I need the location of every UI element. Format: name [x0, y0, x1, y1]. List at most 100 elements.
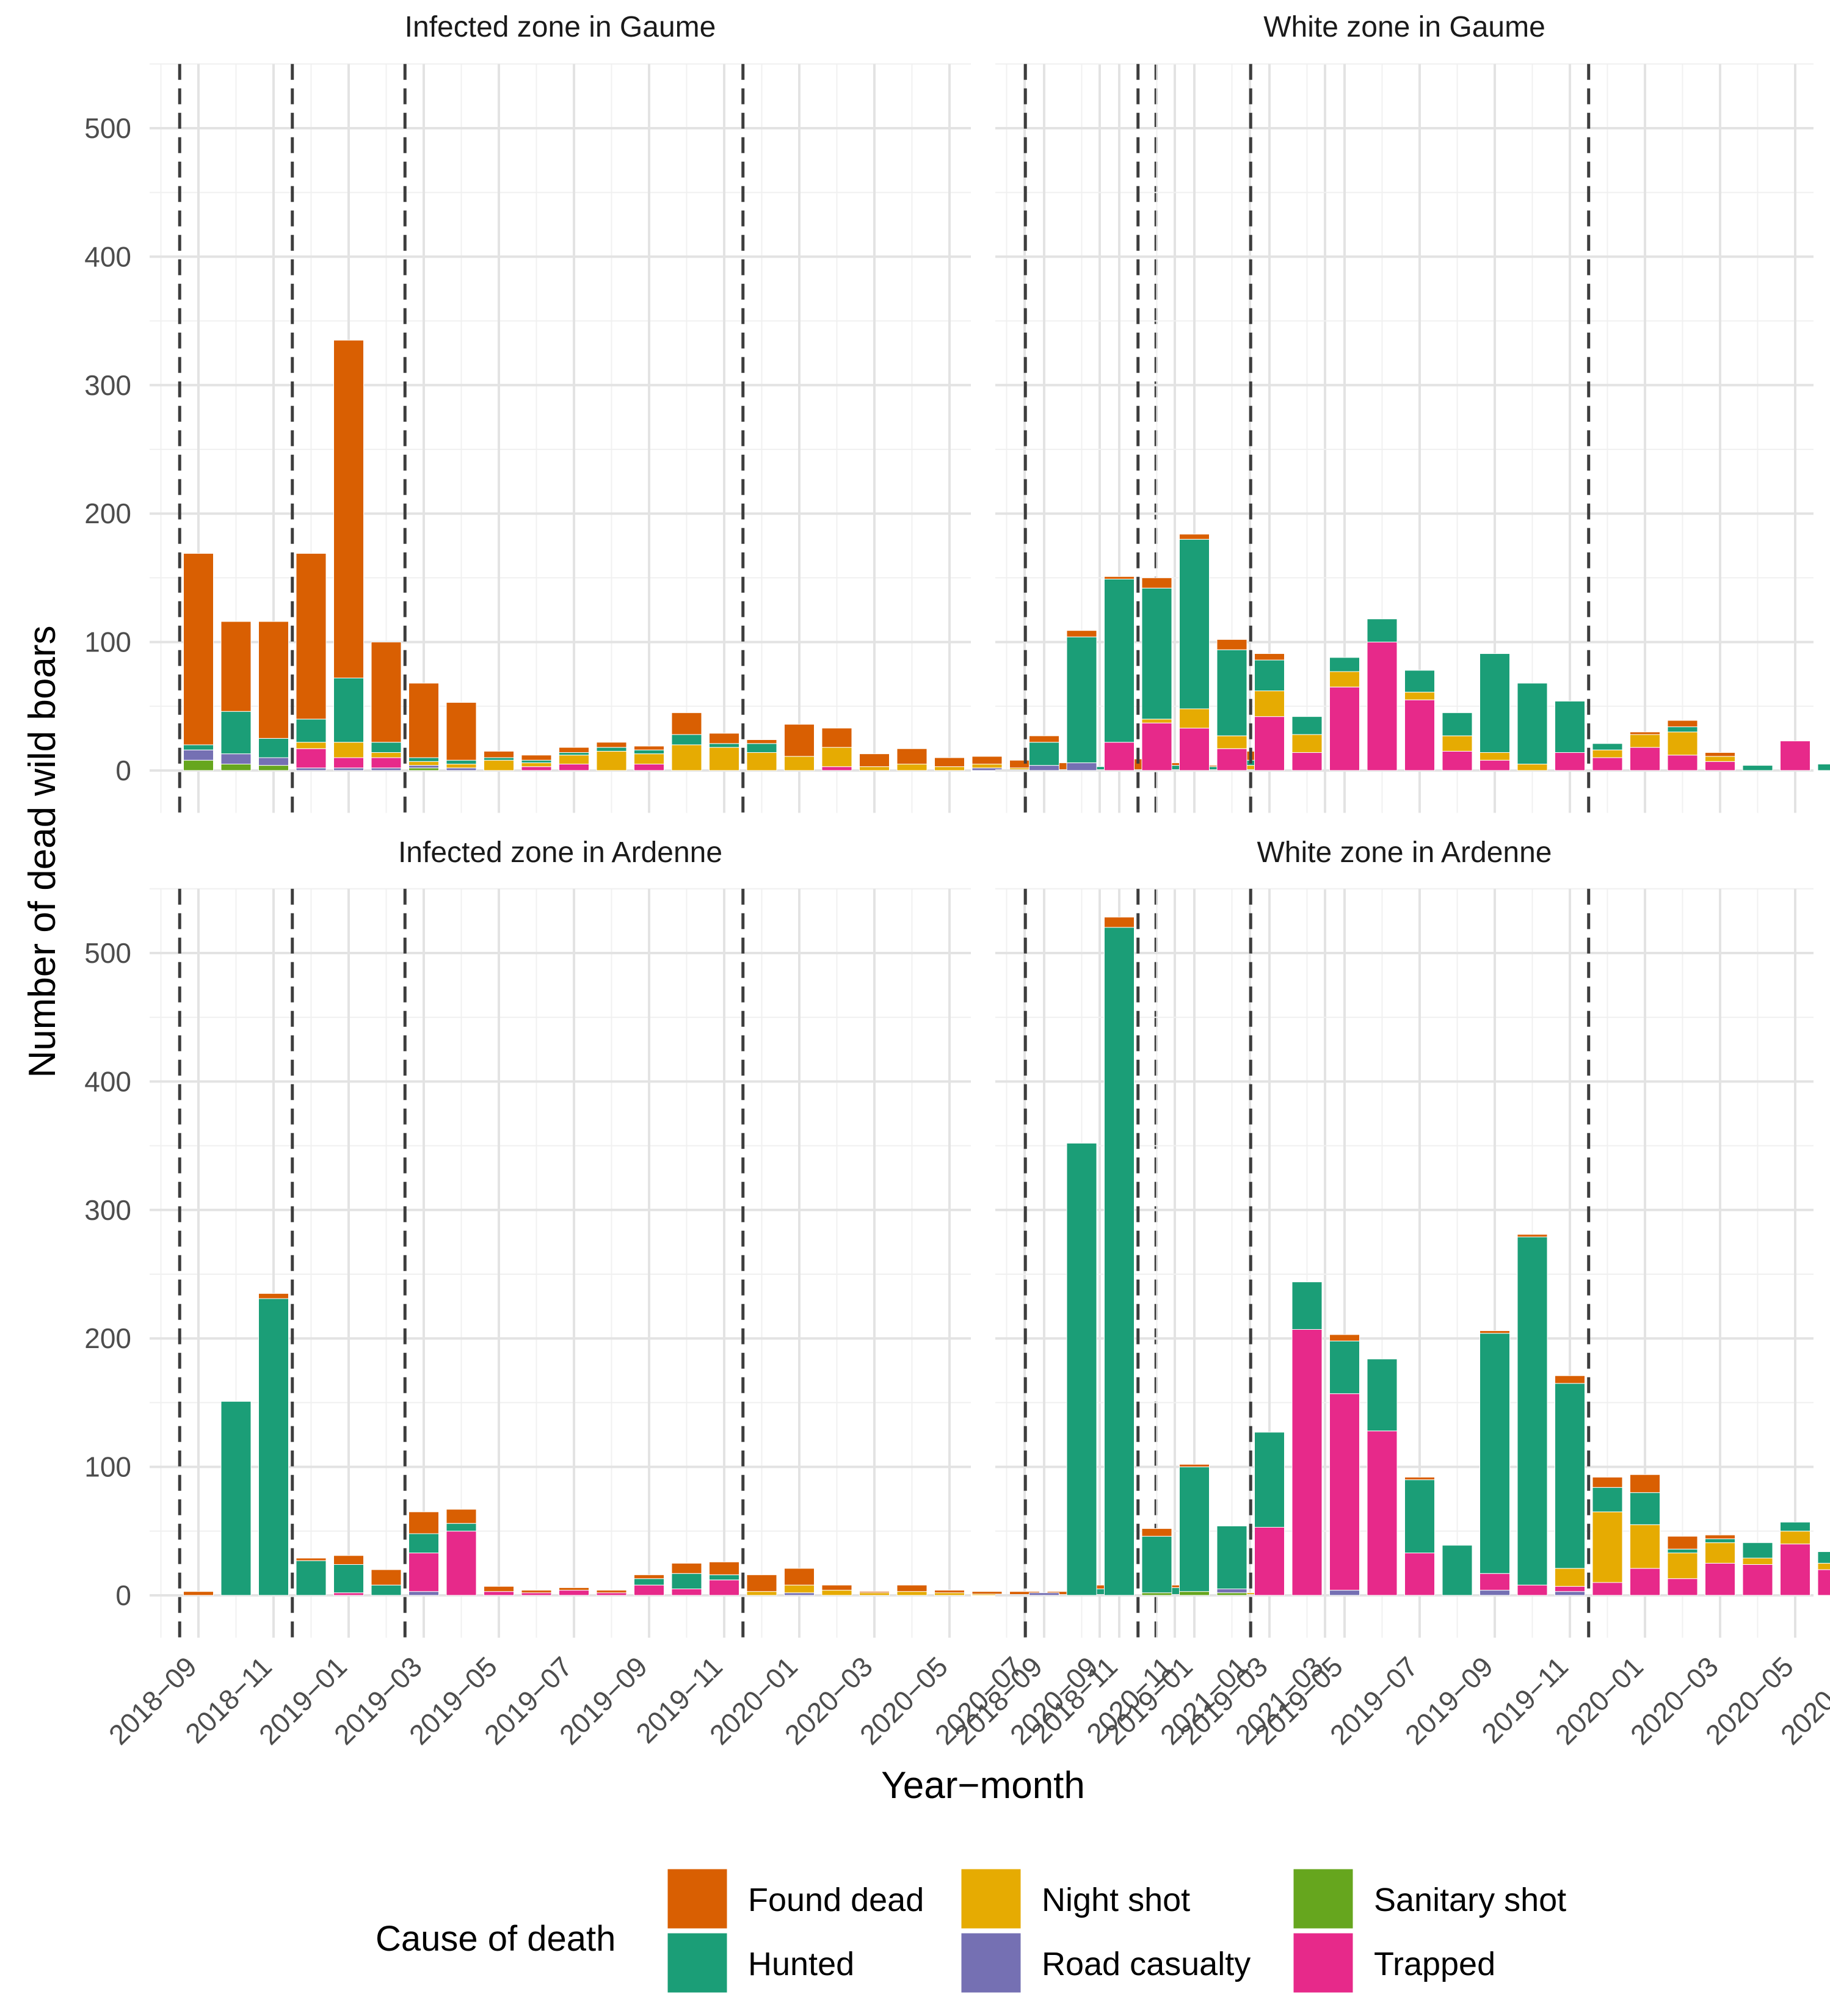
- bar-segment-night-shot: [1742, 1557, 1773, 1565]
- bar-segment-hunted: [1442, 1545, 1473, 1596]
- legend-label: Sanitary shot: [1374, 1882, 1566, 1918]
- bar-segment-found-dead: [1630, 731, 1660, 735]
- bar-segment-found-dead: [183, 1591, 214, 1596]
- bar-segment-found-dead: [371, 1569, 402, 1586]
- bar-segment-found-dead: [1404, 1476, 1435, 1481]
- legend-item-hunted: Hunted: [666, 1931, 854, 1995]
- bar-segment-found-dead: [1517, 1234, 1548, 1238]
- bar-segment-night-shot: [1592, 1511, 1623, 1583]
- bar-segment-night-shot: [1630, 734, 1660, 748]
- bar-segment-found-dead: [484, 750, 514, 758]
- y-tick-label: 100: [84, 1451, 131, 1483]
- bar-segment-hunted: [296, 1560, 327, 1596]
- bar-segment-hunted: [296, 719, 327, 743]
- bar-segment-found-dead: [1329, 1334, 1360, 1341]
- bar-segment-hunted: [1592, 1487, 1623, 1512]
- bar-segment-sanitary-shot: [1179, 1591, 1210, 1596]
- panel-2: White zone in Gaume: [995, 11, 1830, 813]
- y-tick-label: 300: [84, 369, 131, 401]
- bar-segment-found-dead: [1667, 1536, 1698, 1550]
- bar-segment-hunted: [1667, 1548, 1698, 1554]
- panel-title: White zone in Gaume: [1263, 11, 1545, 43]
- bar-segment-night-shot: [746, 752, 777, 771]
- panel-3: Infected zone in Ardenne 0 100 200 300 400 500…: [84, 836, 1329, 1751]
- y-tick-label: 100: [84, 626, 131, 658]
- y-tick-label: 200: [84, 498, 131, 529]
- bar-segment-trapped: [1480, 760, 1510, 771]
- bar-segment-hunted: [446, 1523, 477, 1532]
- bar-segment-found-dead: [1104, 916, 1135, 928]
- bar-segment-night-shot: [1254, 691, 1285, 717]
- bar-segment-night-shot: [371, 752, 402, 758]
- bar-segment-trapped: [1329, 1393, 1360, 1591]
- bar-segment-trapped: [333, 1592, 364, 1596]
- bar-segment-found-dead: [258, 1293, 289, 1299]
- bar-segment-hunted: [1742, 765, 1773, 771]
- legend: Cause of death Found dead Hunted Night sho…: [376, 1867, 1566, 1995]
- bar-segment-hunted: [1329, 657, 1360, 672]
- bar-segment-found-dead: [333, 1555, 364, 1565]
- bar-segment-road-casualty: [408, 765, 439, 769]
- bar-segment-trapped: [1630, 747, 1660, 771]
- legend-label: Trapped: [1374, 1946, 1495, 1982]
- bar-segment-road-casualty: [371, 767, 402, 771]
- bar-segment-hunted: [1705, 1538, 1735, 1543]
- bar-segment-trapped: [559, 763, 589, 771]
- bar-segment-night-shot: [784, 1584, 815, 1594]
- legend-title: Cause of death: [376, 1919, 615, 1959]
- bar-segment-trapped: [446, 1531, 477, 1596]
- bar-segment-trapped: [821, 766, 852, 771]
- bar-segment-road-casualty: [446, 767, 477, 771]
- bar-segment-trapped: [1329, 686, 1360, 771]
- bar-segment-night-shot: [671, 744, 702, 771]
- bar-segment-night-shot: [634, 753, 664, 764]
- bar-segment-hunted: [709, 743, 739, 748]
- bar-segment-hunted: [258, 738, 289, 758]
- bar-segment-hunted: [333, 1564, 364, 1594]
- bar-segment-trapped: [709, 1579, 739, 1596]
- bar-segment-found-dead: [258, 621, 289, 739]
- bar-segment-trapped: [1780, 741, 1810, 771]
- bar-segment-trapped: [1404, 1553, 1435, 1596]
- bar-segment-hunted: [1517, 1236, 1548, 1586]
- bar-segment-found-dead: [1480, 1330, 1510, 1334]
- bar-segment-hunted: [1254, 659, 1285, 692]
- bar-segment-found-dead: [296, 553, 327, 720]
- bar-segment-hunted: [1367, 618, 1398, 643]
- bar-segment-road-casualty: [408, 1591, 439, 1596]
- bar-segment-hunted: [220, 1401, 252, 1596]
- bar-segment-hunted: [1104, 927, 1135, 1596]
- bar-segment-night-shot: [859, 1592, 890, 1596]
- bar-segment-night-shot: [1667, 731, 1698, 756]
- bar-segment-hunted: [258, 1298, 289, 1596]
- bar-segment-found-dead: [446, 1509, 477, 1524]
- bar-segment-found-dead: [859, 753, 890, 767]
- bar-segment-sanitary-shot: [220, 763, 252, 771]
- bar-segment-trapped: [634, 763, 664, 771]
- bar-segment-road-casualty: [1216, 1588, 1247, 1594]
- bar-segment-hunted: [371, 1584, 402, 1596]
- legend-label: Found dead: [748, 1882, 924, 1918]
- bar-segment-found-dead: [934, 757, 965, 767]
- y-tick-label: 400: [84, 241, 131, 272]
- bar-segment-found-dead: [1179, 534, 1210, 540]
- bar-segment-found-dead: [634, 1574, 664, 1579]
- bar-segment-trapped: [1630, 1568, 1660, 1596]
- bar-segment-road-casualty: [1555, 1591, 1585, 1596]
- bar-segment-trapped: [1817, 1569, 1830, 1596]
- bar-segment-found-dead: [1141, 577, 1172, 589]
- bar-segment-road-casualty: [1480, 1590, 1510, 1596]
- bar-segment-found-dead: [671, 1562, 702, 1574]
- bar-segment-night-shot: [296, 742, 327, 749]
- bar-segment-trapped: [1442, 750, 1473, 771]
- bar-segment-night-shot: [1667, 1553, 1698, 1579]
- bar-segment-found-dead: [484, 1586, 514, 1592]
- bar-segment-trapped: [671, 1588, 702, 1596]
- bar-segment-trapped: [1555, 1586, 1585, 1592]
- bar-segment-found-dead: [1592, 1476, 1623, 1488]
- bar-segment-night-shot: [934, 1592, 965, 1596]
- bar-segment-hunted: [446, 760, 477, 764]
- y-tick-label: 400: [84, 1065, 131, 1097]
- bar-segment-hunted: [1029, 742, 1059, 766]
- bar-segment-found-dead: [784, 723, 815, 757]
